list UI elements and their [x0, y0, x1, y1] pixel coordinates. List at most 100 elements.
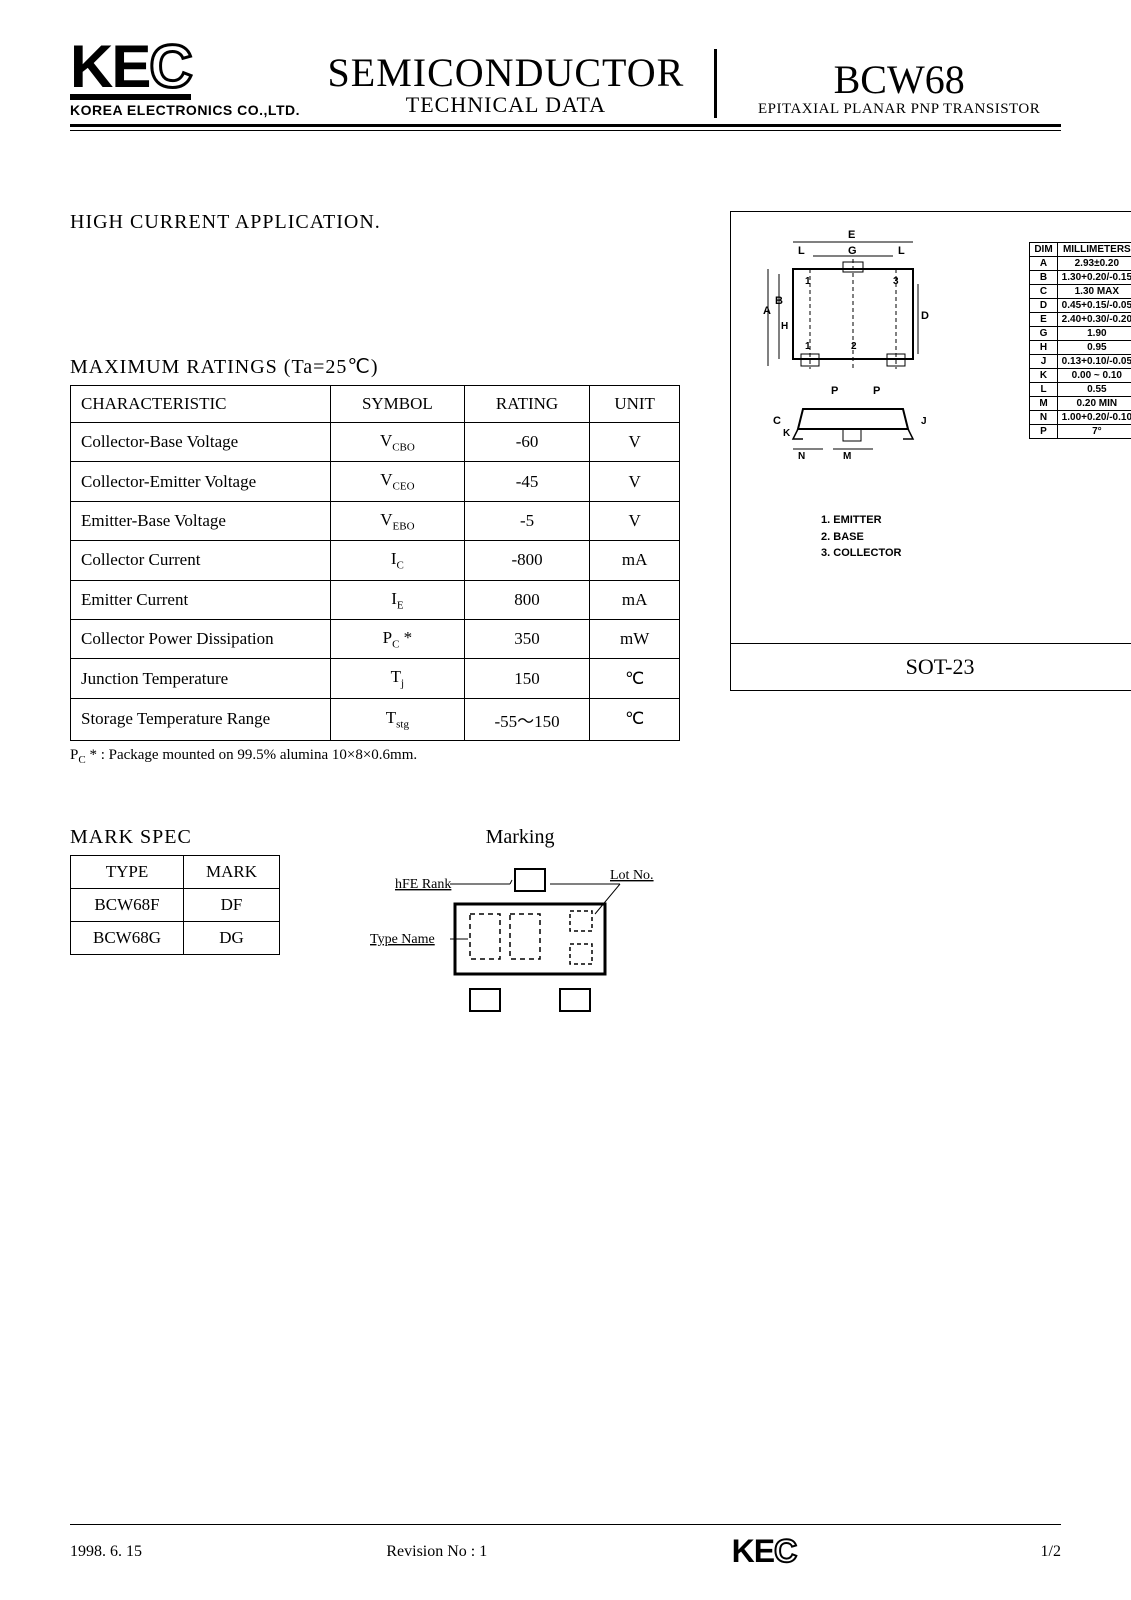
svg-text:M: M [843, 451, 851, 462]
cell-unit: ℃ [590, 698, 680, 740]
cell-dim: P [1030, 425, 1057, 439]
logo-subtext: KOREA ELECTRONICS CO.,LTD. [70, 102, 318, 118]
logo-kec: KEC [70, 40, 191, 100]
part-number: BCW68 [737, 56, 1061, 103]
cell-unit: mW [590, 619, 680, 658]
pin-3: 3. COLLECTOR [821, 545, 901, 562]
cell-characteristic: Collector-Base Voltage [71, 423, 331, 462]
package-name: SOT-23 [731, 643, 1131, 690]
svg-text:K: K [783, 428, 791, 439]
table-row: M0.20 MIN [1030, 397, 1131, 411]
cell-rating: -45 [464, 462, 590, 501]
cell-dim: B [1030, 271, 1057, 285]
cell-characteristic: Emitter-Base Voltage [71, 501, 331, 540]
col-symbol: SYMBOL [331, 386, 465, 423]
body-row: HIGH CURRENT APPLICATION. MAXIMUM RATING… [70, 171, 1061, 1044]
col-rating: RATING [464, 386, 590, 423]
cell-dim: G [1030, 327, 1057, 341]
table-row: N1.00+0.20/-0.10 [1030, 411, 1131, 425]
cell-symbol: PC * [331, 619, 465, 658]
cell-rating: -5 [464, 501, 590, 540]
logo-block: KEC KOREA ELECTRONICS CO.,LTD. [70, 40, 318, 118]
cell-symbol: VCEO [331, 462, 465, 501]
table-row: J0.13+0.10/-0.05 [1030, 355, 1131, 369]
cell-rating: 150 [464, 659, 590, 698]
cell-symbol: VEBO [331, 501, 465, 540]
footer-revision: Revision No : 1 [386, 1543, 487, 1561]
svg-text:N: N [798, 451, 805, 462]
cell-characteristic: Collector-Emitter Voltage [71, 462, 331, 501]
ratings-footnote: PC * : Package mounted on 99.5% alumina … [70, 747, 680, 766]
marking-title: Marking [360, 826, 680, 849]
right-title: BCW68 EPITAXIAL PLANAR PNP TRANSISTOR [717, 56, 1061, 118]
table-row: Collector CurrentIC-800mA [71, 541, 680, 580]
cell-characteristic: Junction Temperature [71, 659, 331, 698]
table-row: C1.30 MAX [1030, 285, 1131, 299]
svg-text:1: 1 [805, 341, 811, 352]
table-header-row: DIM MILLIMETERS [1030, 243, 1131, 257]
svg-text:D: D [921, 310, 929, 322]
cell-unit: V [590, 462, 680, 501]
cell-value: 7° [1057, 425, 1131, 439]
table-row: E2.40+0.30/-0.20 [1030, 313, 1131, 327]
table-row: D0.45+0.15/-0.05 [1030, 299, 1131, 313]
center-title: SEMICONDUCTOR TECHNICAL DATA [318, 49, 718, 118]
cell-type: BCW68G [71, 921, 184, 954]
footer-date: 1998. 6. 15 [70, 1543, 142, 1561]
cell-symbol: Tj [331, 659, 465, 698]
table-row: BCW68GDG [71, 921, 280, 954]
cell-value: 1.30+0.20/-0.15 [1057, 271, 1131, 285]
cell-value: 0.95 [1057, 341, 1131, 355]
table-row: Collector-Base VoltageVCBO-60V [71, 423, 680, 462]
center-title-big: SEMICONDUCTOR [328, 49, 685, 96]
left-column: HIGH CURRENT APPLICATION. MAXIMUM RATING… [70, 171, 680, 1044]
cell-symbol: IC [331, 541, 465, 580]
svg-text:3: 3 [893, 276, 899, 287]
cell-mark: DG [184, 921, 280, 954]
cell-unit: V [590, 501, 680, 540]
col-unit: UNIT [590, 386, 680, 423]
cell-value: 1.00+0.20/-0.10 [1057, 411, 1131, 425]
col-type: TYPE [71, 855, 184, 888]
package-box: E G L L 1 3 1 2 [730, 211, 1131, 691]
svg-text:E: E [848, 229, 855, 241]
hfe-label: hFE Rank [395, 877, 451, 892]
table-row: Emitter CurrentIE800mA [71, 580, 680, 619]
cell-unit: V [590, 423, 680, 462]
pin-2: 2. BASE [821, 529, 901, 546]
cell-characteristic: Collector Power Dissipation [71, 619, 331, 658]
header-rule [70, 130, 1061, 131]
cell-dim: E [1030, 313, 1057, 327]
svg-text:1: 1 [805, 276, 811, 287]
table-row: BCW68FDF [71, 888, 280, 921]
table-row: Emitter-Base VoltageVEBO-5V [71, 501, 680, 540]
pin-1: 1. EMITTER [821, 512, 901, 529]
cell-value: 0.00 ~ 0.10 [1057, 369, 1131, 383]
table-row: K0.00 ~ 0.10 [1030, 369, 1131, 383]
svg-text:P: P [873, 385, 880, 397]
cell-symbol: VCBO [331, 423, 465, 462]
mark-row: MARK SPEC TYPE MARK BCW68FDFBCW68GDG Mar… [70, 826, 680, 1044]
footer-logo: KEC [732, 1533, 797, 1570]
pin-labels: 1. EMITTER 2. BASE 3. COLLECTOR [821, 512, 901, 562]
cell-dim: A [1030, 257, 1057, 271]
cell-dim: N [1030, 411, 1057, 425]
page-footer: 1998. 6. 15 Revision No : 1 KEC 1/2 [70, 1524, 1061, 1570]
table-header-row: CHARACTERISTIC SYMBOL RATING UNIT [71, 386, 680, 423]
cell-symbol: Tstg [331, 698, 465, 740]
cell-rating: -60 [464, 423, 590, 462]
cell-rating: -55～150 [464, 698, 590, 740]
cell-rating: -800 [464, 541, 590, 580]
cell-characteristic: Emitter Current [71, 580, 331, 619]
lot-label: Lot No. [610, 868, 654, 883]
svg-text:L: L [898, 245, 905, 257]
cell-value: 0.20 MIN [1057, 397, 1131, 411]
table-row: H0.95 [1030, 341, 1131, 355]
svg-text:A: A [763, 305, 771, 317]
cell-value: 0.45+0.15/-0.05 [1057, 299, 1131, 313]
table-row: Collector-Emitter VoltageVCEO-45V [71, 462, 680, 501]
cell-dim: J [1030, 355, 1057, 369]
table-row: Storage Temperature RangeTstg-55～150℃ [71, 698, 680, 740]
table-row: P7° [1030, 425, 1131, 439]
table-row: G1.90 [1030, 327, 1131, 341]
